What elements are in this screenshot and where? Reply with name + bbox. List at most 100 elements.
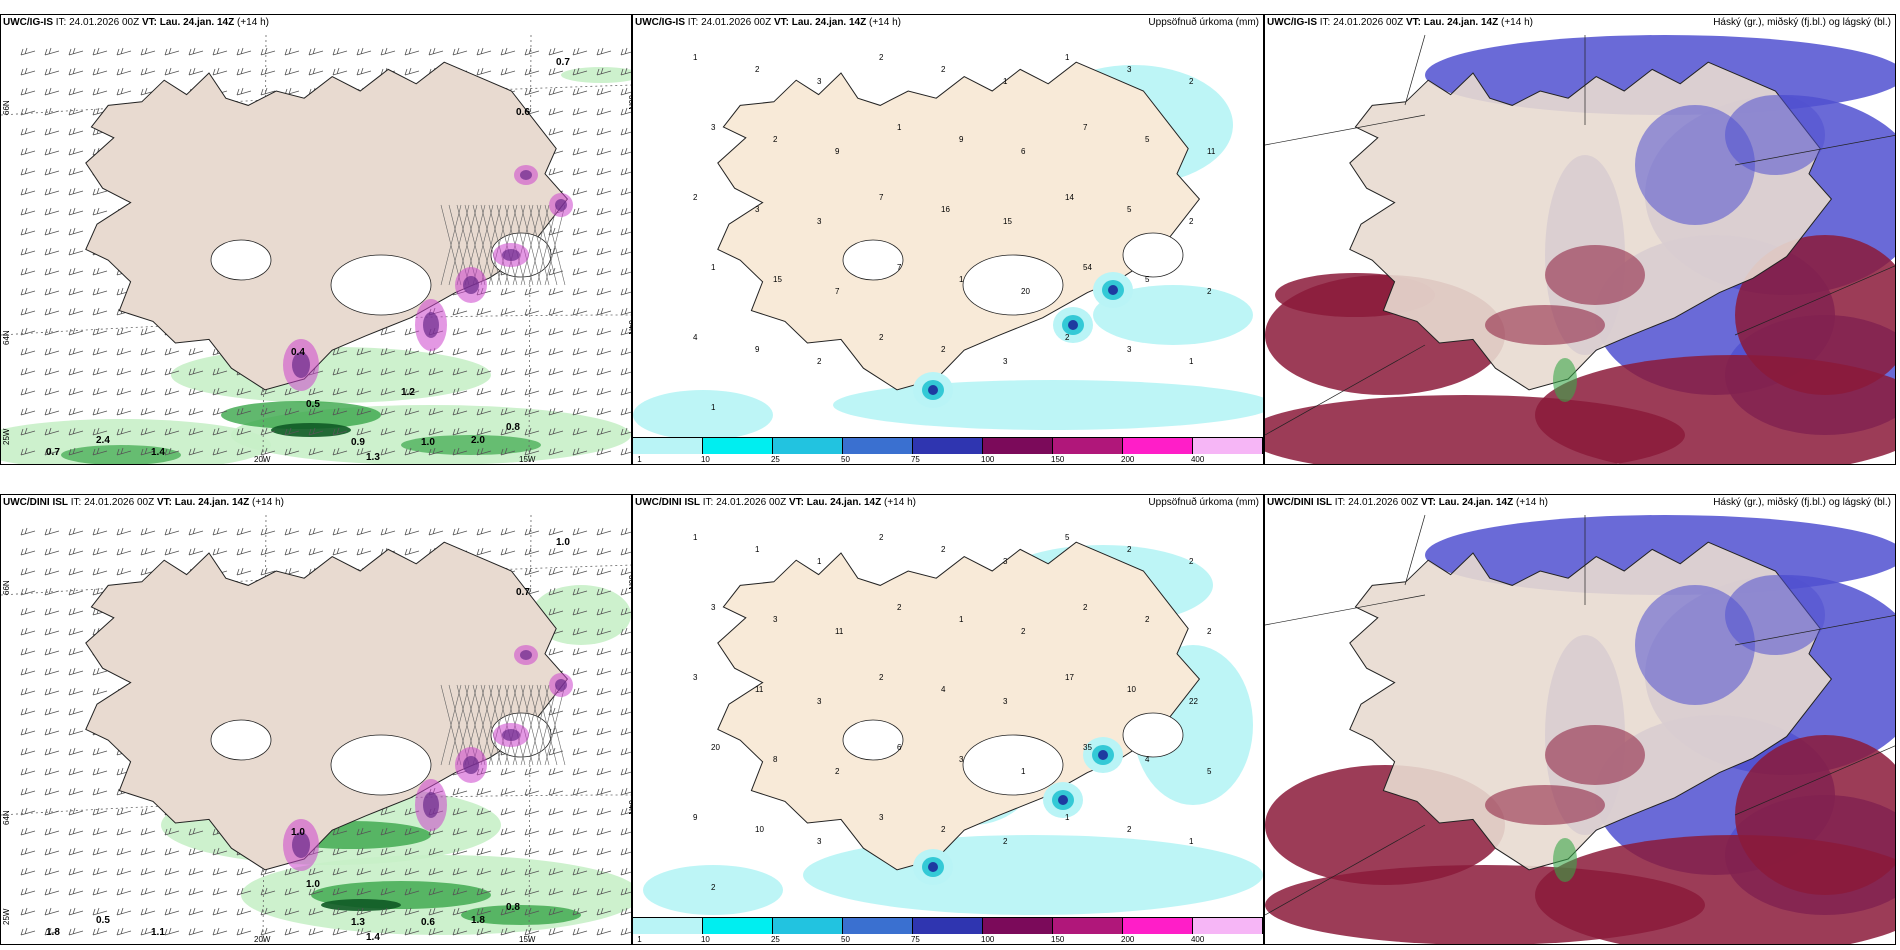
hatch-line bbox=[528, 684, 550, 766]
wind-barb bbox=[620, 627, 631, 636]
wind-barb bbox=[596, 687, 612, 696]
panel-subtitle: Háský (gr.), miðský (fj.bl.) og lágský (… bbox=[1713, 17, 1891, 28]
wind-barb bbox=[20, 307, 36, 316]
wind-value-label: 1.8 bbox=[471, 915, 485, 926]
wind-barb bbox=[356, 367, 372, 376]
heavy-snow-core bbox=[520, 650, 532, 660]
wind-barb bbox=[524, 767, 540, 776]
wind-barb bbox=[68, 307, 84, 316]
hatch-line bbox=[440, 204, 462, 286]
wind-barb bbox=[20, 107, 36, 116]
wind-barb bbox=[548, 447, 564, 456]
wind-barb bbox=[572, 787, 588, 796]
wind-barb bbox=[476, 527, 492, 536]
snow-hatch bbox=[440, 684, 566, 766]
wind-barb bbox=[140, 867, 156, 876]
wind-barb bbox=[20, 207, 36, 216]
wind-barb bbox=[68, 347, 84, 356]
precip-value-label: 1 bbox=[1065, 53, 1070, 62]
wind-barb bbox=[140, 527, 156, 536]
wind-value-label: 1.2 bbox=[401, 387, 415, 398]
wind-barb bbox=[500, 387, 516, 396]
wind-barb bbox=[452, 347, 468, 356]
wind-barb bbox=[20, 607, 36, 616]
wind-barb bbox=[68, 227, 84, 236]
hatch-line bbox=[488, 684, 510, 766]
wind-barb bbox=[68, 767, 84, 776]
precip-value-label: 5 bbox=[1065, 533, 1070, 542]
wind-barb bbox=[596, 87, 612, 96]
wind-barb bbox=[476, 327, 492, 336]
wind-barb bbox=[68, 247, 84, 256]
wind-barb bbox=[548, 867, 564, 876]
wind-barb bbox=[284, 867, 300, 876]
wind-barb bbox=[68, 187, 84, 196]
wind-barb bbox=[572, 847, 588, 856]
precip-value-label: 3 bbox=[755, 205, 760, 214]
wind-barb bbox=[500, 347, 516, 356]
wind-map: 66N 64N 25W 20W 15W 66N 64N 1.0 0.7 1.0 1.0 0.8 0.6 1… bbox=[1, 514, 631, 944]
legend-swatch bbox=[1053, 438, 1123, 454]
legend-tick: 75 bbox=[910, 455, 920, 464]
wind-barb bbox=[92, 567, 108, 576]
wind-barb bbox=[212, 527, 228, 536]
wind-barb bbox=[620, 607, 631, 616]
wind-barb bbox=[596, 327, 612, 336]
legend-swatch bbox=[773, 918, 843, 934]
precip-value-label: 14 bbox=[1065, 193, 1074, 202]
wind-barb bbox=[572, 47, 588, 56]
precip-value-label: 16 bbox=[941, 205, 950, 214]
precip-value-label: 7 bbox=[1083, 123, 1088, 132]
wind-barb bbox=[92, 267, 108, 276]
wind-barb bbox=[476, 387, 492, 396]
wind-barb bbox=[572, 107, 588, 116]
wind-barb bbox=[524, 807, 540, 816]
wind-barb bbox=[548, 607, 564, 616]
lon-label: 15W bbox=[519, 935, 536, 944]
wind-barb bbox=[572, 247, 588, 256]
wind-barb bbox=[548, 547, 564, 556]
wind-barb bbox=[188, 907, 204, 916]
wind-barb bbox=[572, 227, 588, 236]
grid-line bbox=[1265, 114, 1426, 146]
grid-line bbox=[1734, 135, 1895, 166]
precip-value-label: 3 bbox=[1127, 345, 1132, 354]
wind-barb bbox=[596, 447, 612, 456]
precip-value-label: 1 bbox=[817, 557, 822, 566]
wind-barb bbox=[596, 627, 612, 636]
wind-barb bbox=[572, 307, 588, 316]
wind-barb bbox=[332, 827, 348, 836]
wind-barb bbox=[620, 67, 631, 76]
wind-barb bbox=[404, 427, 420, 436]
wind-barb bbox=[428, 927, 444, 936]
wind-barb bbox=[44, 627, 60, 636]
wind-barb bbox=[548, 587, 564, 596]
wind-barb bbox=[500, 887, 516, 896]
wind-barb bbox=[332, 67, 348, 76]
wind-barb bbox=[596, 587, 612, 596]
legend-tick: 150 bbox=[1051, 455, 1065, 464]
panel-subtitle: Háský (gr.), miðský (fj.bl.) og lágský (… bbox=[1713, 497, 1891, 508]
wind-barb bbox=[20, 647, 36, 656]
wind-barb bbox=[572, 87, 588, 96]
precip-value-label: 3 bbox=[879, 813, 884, 822]
legend-tick: 1 bbox=[637, 935, 642, 944]
wind-barb bbox=[164, 367, 180, 376]
wind-barb bbox=[428, 447, 444, 456]
wind-barb bbox=[212, 907, 228, 916]
precip-light-area bbox=[1093, 285, 1253, 345]
wind-barb bbox=[92, 187, 108, 196]
wind-barb bbox=[284, 67, 300, 76]
heavy-snow-core bbox=[502, 249, 520, 261]
precip-value-label: 20 bbox=[1021, 287, 1030, 296]
precip-value-label: 2 bbox=[1065, 333, 1070, 342]
precip-value-label: 3 bbox=[693, 673, 698, 682]
wind-barb bbox=[476, 47, 492, 56]
precip-value-label: 4 bbox=[1145, 755, 1150, 764]
wind-barb bbox=[68, 887, 84, 896]
legend-tick: 1 bbox=[637, 455, 642, 464]
wind-barb bbox=[380, 407, 396, 416]
precip-value-label: 2 bbox=[1207, 627, 1212, 636]
wind-barb bbox=[500, 827, 516, 836]
wind-barb bbox=[620, 327, 631, 336]
